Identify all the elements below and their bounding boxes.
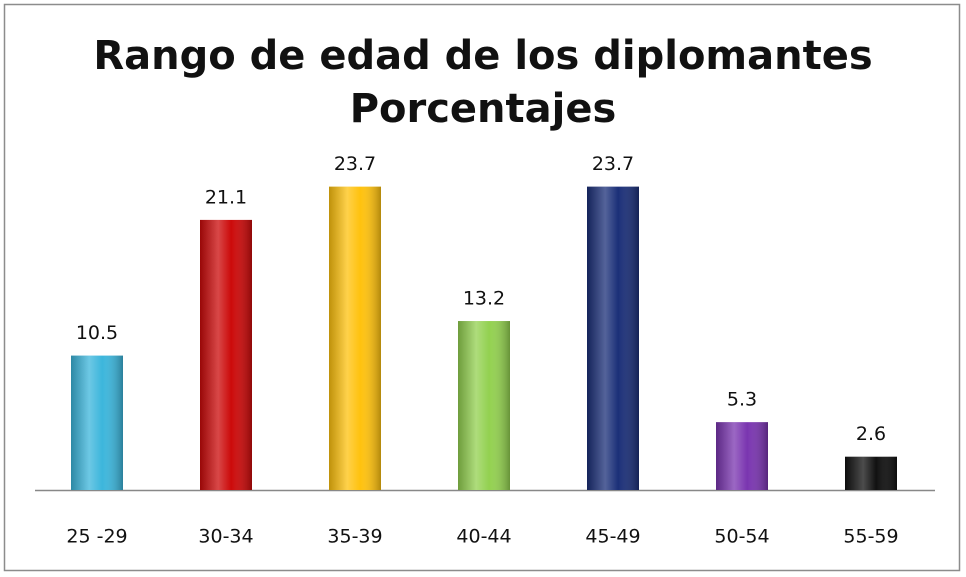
bar-shine (716, 422, 768, 490)
value-label: 10.5 (76, 322, 118, 344)
x-tick-label: 25 -29 (66, 526, 127, 548)
bar-shine (587, 186, 639, 490)
x-tick-label: 45-49 (585, 526, 640, 548)
bar-shine (458, 321, 510, 490)
x-tick-label: 40-44 (456, 526, 511, 548)
bar-shine (845, 456, 897, 490)
value-label: 23.7 (334, 153, 376, 175)
value-label: 13.2 (463, 288, 505, 310)
chart-subtitle: Porcentajes (350, 86, 617, 132)
bar-shine (71, 355, 123, 490)
x-tick-label: 35-39 (327, 526, 382, 548)
x-tick-label: 55-59 (843, 526, 898, 548)
value-label: 5.3 (727, 389, 757, 411)
chart-title: Rango de edad de los diplomantes (93, 33, 872, 79)
bar-shine (329, 186, 381, 490)
value-label: 23.7 (592, 153, 634, 175)
x-tick-label: 30-34 (198, 526, 253, 548)
value-label: 21.1 (205, 186, 247, 208)
x-tick-label: 50-54 (714, 526, 769, 548)
bar-shine (200, 219, 252, 491)
value-label: 2.6 (856, 423, 886, 445)
